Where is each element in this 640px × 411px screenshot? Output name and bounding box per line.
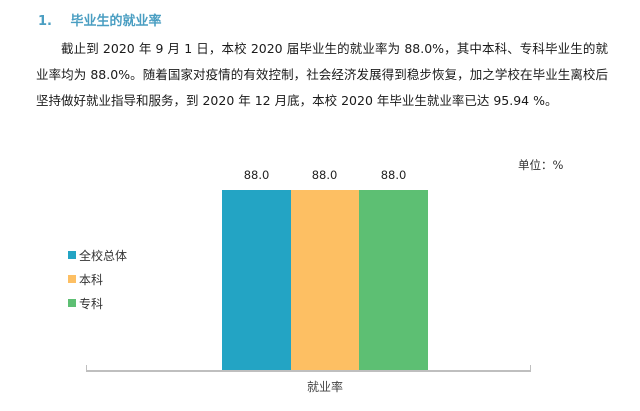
body-paragraph: 截止到 2020 年 9 月 1 日，本校 2020 届毕业生的就业率为 88.… — [36, 36, 608, 114]
bar-overall — [222, 190, 291, 371]
x-axis-tick-left — [86, 365, 87, 371]
legend-item-undergrad: 本科 — [68, 267, 127, 291]
section-title: 毕业生的就业率 — [70, 14, 162, 29]
bar-undergrad — [291, 190, 359, 371]
legend-item-junior-college: 专科 — [68, 291, 127, 315]
legend-item-overall: 全校总体 — [68, 243, 127, 267]
section-heading: 1. 毕业生的就业率 — [38, 10, 162, 29]
legend-swatch-icon — [68, 299, 76, 307]
paragraph-text: 截止到 2020 年 9 月 1 日，本校 2020 届毕业生的就业率为 88.… — [36, 41, 608, 108]
legend-swatch-icon — [68, 251, 76, 259]
x-axis-tick-right — [530, 365, 531, 371]
x-axis-line — [86, 370, 531, 372]
section-number: 1. — [38, 14, 52, 29]
chart-legend: 全校总体 本科 专科 — [68, 243, 127, 315]
data-label-undergrad: 88.0 — [311, 168, 338, 182]
x-axis-category-label: 就业率 — [306, 380, 343, 394]
legend-swatch-icon — [68, 275, 76, 283]
bar-junior-college — [359, 190, 428, 371]
legend-label: 全校总体 — [79, 248, 128, 263]
data-label-junior-college: 88.0 — [380, 168, 407, 182]
legend-label: 本科 — [79, 272, 104, 287]
legend-label: 专科 — [79, 296, 104, 311]
unit-label: 单位：% — [518, 158, 564, 172]
data-label-overall: 88.0 — [243, 168, 270, 182]
